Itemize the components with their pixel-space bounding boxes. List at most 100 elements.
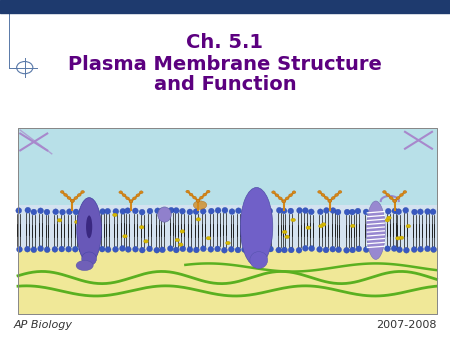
- Circle shape: [279, 197, 282, 200]
- Circle shape: [196, 199, 200, 202]
- Circle shape: [186, 190, 189, 193]
- Circle shape: [396, 197, 400, 199]
- Circle shape: [324, 197, 328, 199]
- Ellipse shape: [356, 246, 362, 252]
- Ellipse shape: [396, 209, 401, 215]
- Circle shape: [282, 200, 286, 203]
- Ellipse shape: [76, 260, 93, 270]
- Ellipse shape: [44, 247, 50, 252]
- Ellipse shape: [77, 198, 102, 263]
- Ellipse shape: [425, 246, 431, 252]
- Ellipse shape: [66, 246, 72, 252]
- Ellipse shape: [24, 246, 30, 252]
- Ellipse shape: [431, 247, 436, 252]
- Ellipse shape: [59, 246, 65, 252]
- Ellipse shape: [133, 246, 139, 252]
- Circle shape: [74, 197, 78, 199]
- Circle shape: [292, 191, 296, 194]
- Circle shape: [206, 190, 210, 193]
- Circle shape: [291, 218, 296, 222]
- Ellipse shape: [288, 208, 294, 214]
- Ellipse shape: [229, 209, 235, 215]
- Circle shape: [203, 193, 207, 196]
- Ellipse shape: [113, 209, 119, 214]
- Circle shape: [282, 230, 287, 234]
- Ellipse shape: [363, 209, 369, 215]
- Text: and Function: and Function: [154, 75, 296, 94]
- Ellipse shape: [31, 209, 37, 215]
- Bar: [18, 128, 436, 314]
- Circle shape: [206, 236, 211, 240]
- Ellipse shape: [44, 209, 50, 215]
- Circle shape: [396, 237, 400, 240]
- Ellipse shape: [267, 208, 273, 214]
- Ellipse shape: [187, 247, 193, 252]
- Ellipse shape: [336, 247, 342, 252]
- Ellipse shape: [147, 246, 153, 252]
- Ellipse shape: [377, 246, 382, 251]
- Circle shape: [285, 235, 289, 239]
- Ellipse shape: [208, 246, 214, 252]
- Circle shape: [178, 243, 183, 246]
- Ellipse shape: [392, 208, 398, 214]
- Circle shape: [338, 191, 342, 193]
- Circle shape: [351, 224, 355, 228]
- Ellipse shape: [249, 246, 255, 252]
- Ellipse shape: [235, 208, 241, 214]
- Circle shape: [282, 200, 286, 203]
- Ellipse shape: [17, 246, 22, 252]
- Circle shape: [71, 200, 74, 202]
- Circle shape: [81, 191, 85, 193]
- Ellipse shape: [31, 247, 37, 253]
- Circle shape: [387, 216, 391, 220]
- Ellipse shape: [404, 247, 410, 253]
- Ellipse shape: [112, 246, 118, 252]
- Ellipse shape: [221, 247, 227, 253]
- Ellipse shape: [126, 246, 131, 252]
- Circle shape: [306, 226, 310, 230]
- Circle shape: [319, 224, 323, 228]
- Ellipse shape: [349, 209, 355, 215]
- Ellipse shape: [370, 207, 376, 213]
- Circle shape: [386, 194, 390, 196]
- Ellipse shape: [344, 247, 350, 253]
- Circle shape: [400, 194, 403, 196]
- Ellipse shape: [38, 246, 44, 251]
- Circle shape: [403, 191, 407, 193]
- Ellipse shape: [363, 247, 369, 252]
- Ellipse shape: [215, 246, 220, 252]
- Circle shape: [393, 200, 396, 202]
- Bar: [0, 0, 450, 13]
- Ellipse shape: [215, 208, 221, 213]
- Ellipse shape: [282, 247, 288, 253]
- Bar: [18, 128, 436, 314]
- Ellipse shape: [418, 209, 423, 215]
- Ellipse shape: [403, 208, 409, 213]
- Circle shape: [406, 224, 411, 228]
- Circle shape: [175, 238, 180, 242]
- Ellipse shape: [180, 246, 186, 252]
- Ellipse shape: [158, 207, 171, 222]
- Circle shape: [119, 191, 122, 194]
- Ellipse shape: [208, 208, 214, 214]
- Circle shape: [60, 191, 64, 193]
- Ellipse shape: [16, 208, 22, 214]
- Ellipse shape: [242, 209, 248, 215]
- Ellipse shape: [200, 208, 206, 214]
- Ellipse shape: [335, 209, 341, 215]
- Circle shape: [180, 230, 184, 233]
- Circle shape: [321, 223, 326, 226]
- Ellipse shape: [100, 209, 106, 215]
- Circle shape: [90, 228, 94, 232]
- Circle shape: [289, 194, 293, 197]
- Ellipse shape: [92, 209, 98, 214]
- Ellipse shape: [67, 209, 72, 215]
- Ellipse shape: [139, 209, 145, 215]
- Ellipse shape: [79, 208, 85, 214]
- Ellipse shape: [260, 209, 266, 214]
- Ellipse shape: [297, 208, 302, 213]
- Circle shape: [199, 196, 203, 199]
- Ellipse shape: [187, 209, 193, 215]
- Ellipse shape: [38, 208, 44, 214]
- Ellipse shape: [132, 208, 138, 214]
